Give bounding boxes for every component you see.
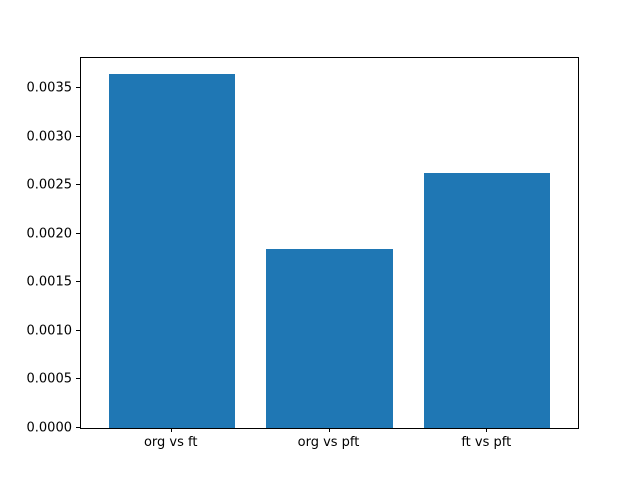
y-tick-mark: [76, 329, 80, 331]
y-tick-mark: [76, 281, 80, 283]
x-tick-mark: [328, 428, 330, 432]
y-tick-label: 0.0035: [26, 80, 73, 96]
y-tick-mark: [76, 87, 80, 89]
y-tick-label: 0.0030: [26, 129, 73, 145]
y-tick-label: 0.0000: [26, 420, 73, 436]
x-tick-label: org vs pft: [297, 435, 360, 450]
y-tick-mark: [76, 135, 80, 137]
y-tick-label: 0.0015: [26, 274, 73, 290]
y-tick-mark: [76, 232, 80, 234]
x-tick-label: ft vs pft: [461, 435, 512, 450]
y-tick-label: 0.0025: [26, 177, 73, 193]
y-tick-mark: [76, 184, 80, 186]
y-tick-mark: [76, 427, 80, 428]
bar-ft-vs-pft: [424, 172, 551, 428]
y-tick-label: 0.0010: [26, 323, 73, 339]
plot-area: [80, 57, 579, 429]
y-tick-label: 0.0020: [26, 226, 73, 242]
bar-org-vs-ft: [108, 73, 235, 428]
y-tick-mark: [76, 378, 80, 380]
x-tick-mark: [170, 428, 172, 432]
x-tick-mark: [486, 428, 488, 432]
x-tick-label: org vs ft: [143, 435, 198, 450]
bar-org-vs-pft: [266, 249, 393, 428]
y-tick-label: 0.0005: [26, 371, 73, 387]
